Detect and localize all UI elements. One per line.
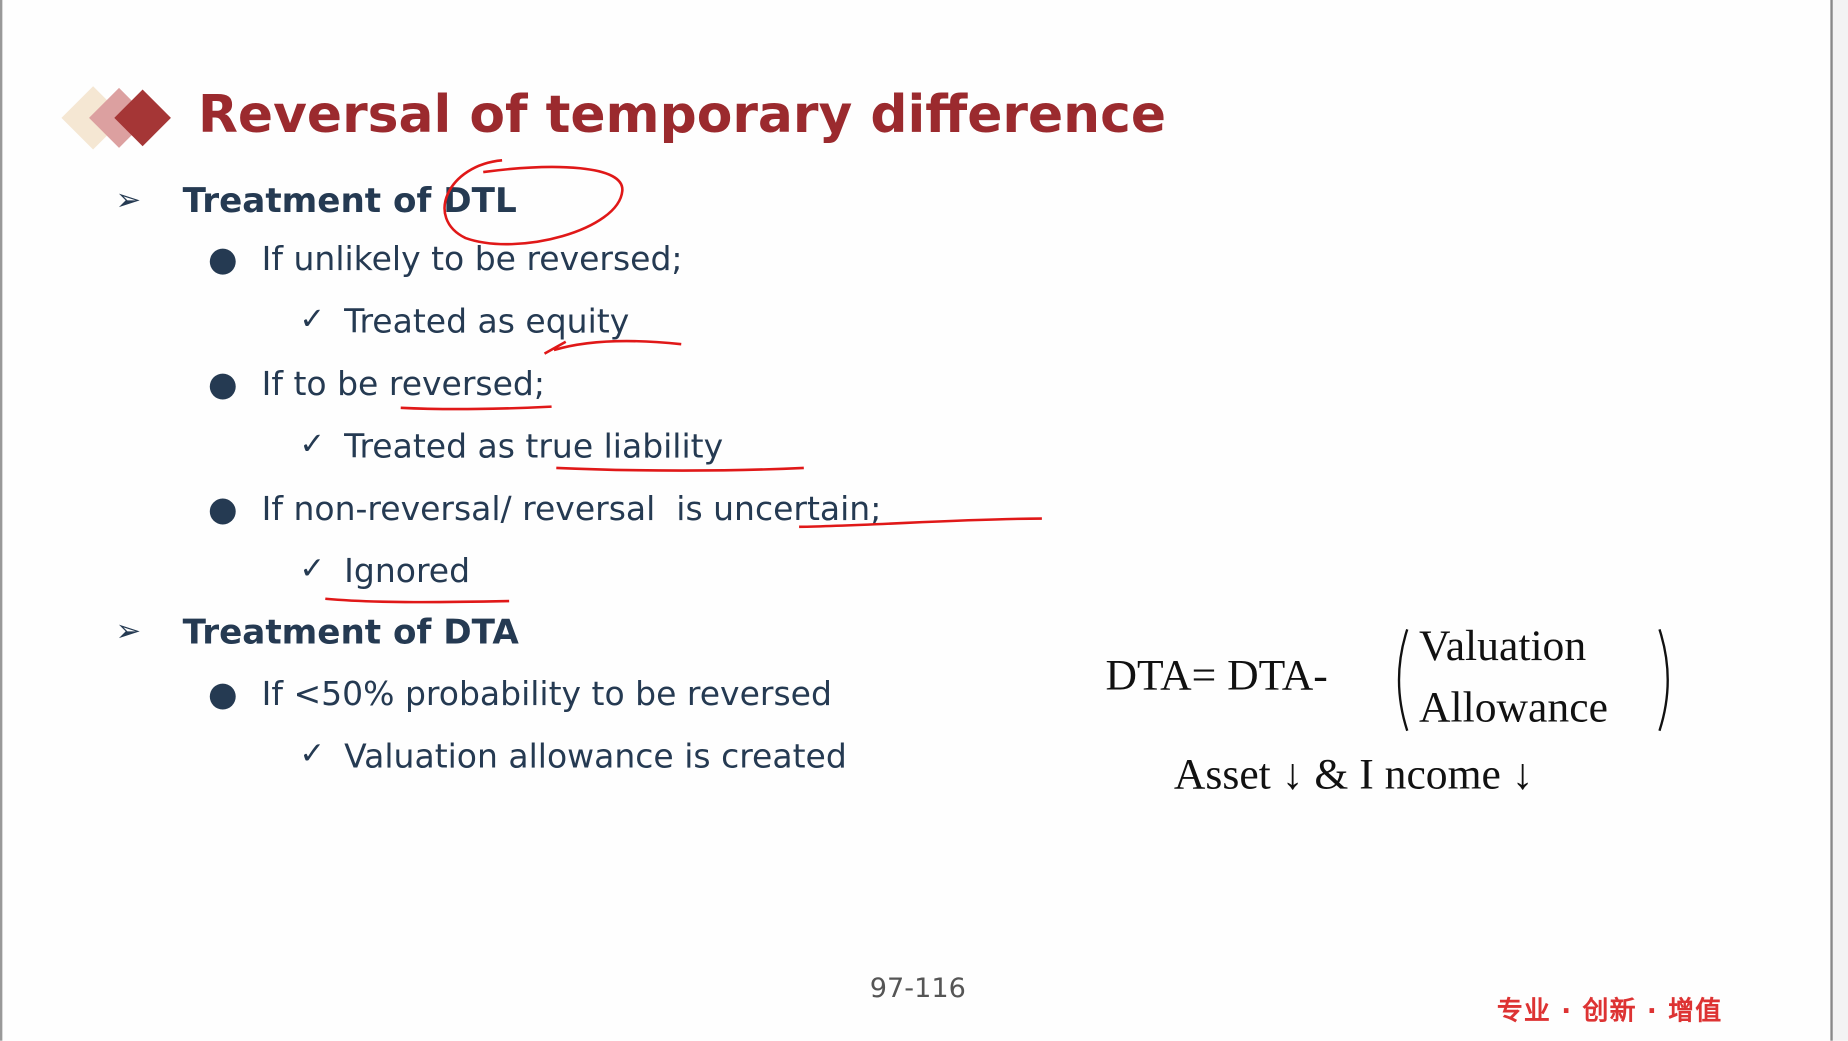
result-text: Ignored (344, 551, 471, 591)
right-border (1830, 0, 1848, 1041)
formula-valuation: Valuation (1419, 622, 1587, 671)
bullet-icon (209, 683, 236, 710)
left-border (0, 0, 3, 1041)
condition-text: If to be reversed; (261, 364, 545, 404)
page-number: 97-116 (869, 973, 966, 1005)
condition-text: If non-reversal/ reversal is uncertain; (261, 489, 882, 529)
formula-allowance: Allowance (1419, 683, 1608, 732)
section-heading-dta: Treatment of DTA (182, 611, 519, 652)
condition-text: If unlikely to be reversed; (261, 239, 683, 279)
result-text: Treated as true liability (344, 426, 724, 466)
slide-title: Reversal of temporary difference (198, 84, 1167, 145)
bullet-icon (209, 498, 236, 525)
section-heading-dtl: Treatment of DTL (182, 180, 517, 221)
arrow-bullet-icon: ➢ (115, 182, 142, 219)
diamond-logo-icon (61, 86, 171, 150)
footer-slogan: 专业 · 创新 · 增值 (1496, 997, 1723, 1027)
formula-lhs: DTA= DTA- (1105, 651, 1328, 701)
checkmark-icon: ✓ (299, 736, 326, 772)
checkmark-icon: ✓ (299, 426, 326, 463)
bullet-icon (209, 373, 236, 400)
arrow-bullet-icon: ➢ (115, 614, 142, 650)
checkmark-icon: ✓ (299, 551, 326, 587)
formula-parentheses (1397, 629, 1669, 732)
checkmark-icon: ✓ (299, 301, 326, 338)
condition-text: If <50% probability to be reversed (261, 674, 832, 714)
result-text: Treated as equity (344, 301, 630, 341)
bullet-icon (209, 248, 236, 275)
result-text: Valuation allowance is created (344, 736, 847, 776)
formula-effect: Asset ↓ & I ncome ↓ (1173, 750, 1534, 800)
